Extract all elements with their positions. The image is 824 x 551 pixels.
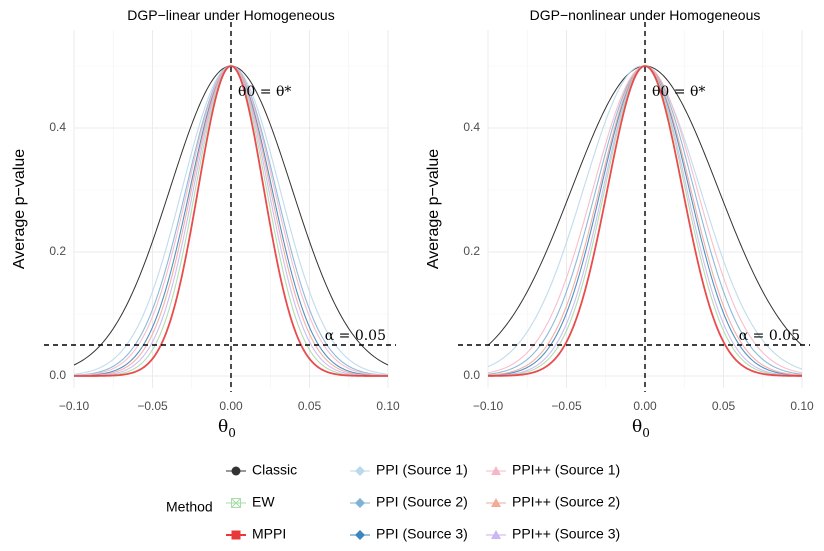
x-tick-label: 0.05: [298, 399, 322, 413]
panel-nonlinear: DGP−nonlinear under Homogeneous 0.0 0.2 0.4…: [425, 7, 814, 440]
x-tick-label: 0.00: [219, 399, 243, 413]
legend-key: [226, 530, 246, 540]
hline-annotation: α = 0.05: [325, 328, 386, 344]
legend-label: PPI (Source 3): [376, 526, 468, 542]
x-tick-label: −0.10: [473, 399, 504, 413]
legend-label: PPI++ (Source 1): [512, 462, 620, 478]
legend-title: Method: [166, 499, 213, 515]
series-line-mppi: [488, 65, 802, 377]
square-icon: [231, 530, 241, 540]
legend-key: [226, 466, 246, 476]
legend-key: [486, 498, 506, 507]
legend-key: [350, 498, 370, 508]
vline-annotation: θ0 = θ*: [652, 84, 705, 100]
y-tick-label: 0.2: [463, 244, 480, 258]
series-line-mppi: [74, 65, 388, 377]
legend-label: PPI (Source 2): [376, 494, 468, 510]
square-cross-lines: [231, 498, 241, 508]
legend-label: PPI (Source 1): [376, 462, 468, 478]
y-tick-label: 0.2: [49, 244, 66, 258]
x-tick-label: −0.10: [59, 399, 90, 413]
legend-key: [486, 466, 506, 475]
legend-label: MPPI: [252, 526, 286, 542]
x-tick-label: 0.00: [633, 399, 657, 413]
legend-key: [350, 466, 370, 476]
vline-annotation: θ0 = θ*: [238, 84, 291, 100]
x-tick-label: −0.05: [137, 399, 168, 413]
panel-title: DGP−nonlinear under Homogeneous: [530, 7, 761, 23]
x-axis-label: θ0: [218, 417, 236, 440]
y-axis-label: Average p−value: [11, 149, 28, 269]
legend-key: [226, 498, 246, 508]
x-tick-label: 0.05: [712, 399, 736, 413]
x-axis-label: θ0: [632, 417, 650, 440]
diamond-icon: [355, 530, 365, 540]
legend-label: PPI++ (Source 2): [512, 494, 620, 510]
legend-key: [350, 530, 370, 540]
diamond-icon: [355, 498, 365, 508]
triangle-icon: [491, 466, 501, 475]
circle-icon: [231, 466, 241, 476]
diamond-icon: [355, 466, 365, 476]
legend-label: Classic: [252, 462, 297, 478]
square-cross-box: [231, 498, 241, 508]
x-tick-label: −0.05: [551, 399, 582, 413]
panel-title: DGP−linear under Homogeneous: [127, 7, 334, 23]
hline-annotation: α = 0.05: [739, 328, 800, 344]
panel-linear: DGP−linear under Homogeneous 0.0 0.2 0.4 −0.…: [11, 7, 400, 440]
y-tick-label: 0.4: [463, 120, 480, 134]
triangle-icon: [491, 530, 501, 539]
x-tick-label: 0.10: [790, 399, 814, 413]
x-tick-label: 0.10: [376, 399, 400, 413]
y-tick-label: 0.0: [49, 368, 66, 382]
legend-label: EW: [252, 494, 275, 510]
legend: Method Classic PPI (Source 1) PPI++ (Sourc…: [166, 462, 620, 542]
legend-key: [486, 530, 506, 539]
y-tick-label: 0.0: [463, 368, 480, 382]
square-cross-icon: [231, 498, 241, 508]
triangle-icon: [491, 498, 501, 507]
legend-label: PPI++ (Source 3): [512, 526, 620, 542]
y-tick-label: 0.4: [49, 120, 66, 134]
y-axis-label: Average p−value: [425, 149, 442, 269]
